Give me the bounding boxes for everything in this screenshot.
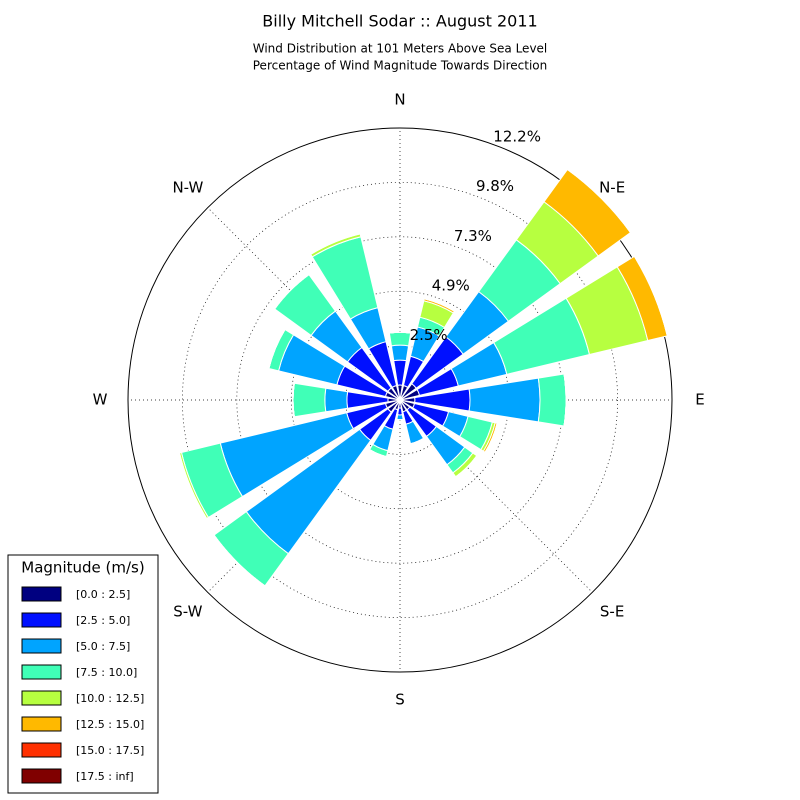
direction-label: N-E	[599, 178, 625, 196]
legend-swatch	[21, 612, 62, 628]
bar-segment	[178, 453, 207, 520]
grid-ring	[290, 290, 510, 510]
legend-label: [10.0 : 12.5]	[76, 692, 144, 705]
bar-segment	[324, 387, 349, 413]
radial-grid-line	[399, 399, 593, 593]
direction-label: S	[395, 691, 405, 709]
bar-segment	[396, 414, 404, 421]
bar-segment	[388, 331, 412, 347]
r-tick-label: 4.9%	[432, 276, 470, 294]
r-tick-label: 9.8%	[476, 177, 514, 195]
legend-label: [0.0 : 2.5]	[76, 588, 130, 601]
bar-segment	[274, 274, 310, 310]
bar-segment	[397, 407, 403, 416]
outer-ring	[127, 127, 673, 673]
r-tick-label: 2.5%	[410, 326, 448, 344]
direction-label: N-W	[172, 178, 203, 196]
r-tick-label: 12.2%	[493, 127, 541, 145]
legend-label: [15.0 : 17.5]	[76, 744, 144, 757]
bar-segment	[537, 373, 567, 427]
legend-title: Magnitude (m/s)	[21, 559, 144, 577]
legend-label: [2.5 : 5.0]	[76, 614, 130, 627]
bar-segment	[292, 383, 295, 417]
legend-label: [5.0 : 7.5]	[76, 640, 130, 653]
direction-label: S-E	[600, 603, 624, 621]
legend-label: [7.5 : 10.0]	[76, 666, 137, 679]
bar-segment	[633, 256, 668, 336]
grid-ring	[182, 182, 618, 618]
legend-swatch	[21, 690, 62, 706]
bar-segment	[292, 382, 327, 418]
legend-swatch	[21, 586, 62, 602]
chart-title: Billy Mitchell Sodar :: August 2011	[262, 12, 537, 31]
direction-label: S-W	[173, 603, 202, 621]
legend-label: [12.5 : 15.0]	[76, 718, 144, 731]
chart-subtitle: Percentage of Wind Magnitude Towards Dir…	[253, 59, 547, 73]
legend-swatch	[21, 716, 62, 732]
legend-swatch	[21, 638, 62, 654]
legend-swatch	[21, 742, 62, 758]
direction-label: W	[93, 391, 108, 409]
bar-segment	[390, 344, 410, 362]
legend-swatch	[21, 664, 62, 680]
direction-label: E	[695, 391, 704, 409]
r-tick-label: 7.3%	[454, 227, 492, 245]
legend-swatch	[21, 768, 62, 784]
chart-subtitle: Wind Distribution at 101 Meters Above Se…	[253, 42, 548, 56]
bar-segment	[369, 449, 387, 458]
direction-label: N	[394, 91, 405, 109]
legend-label: [17.5 : inf]	[76, 770, 134, 783]
bar-segment	[268, 329, 286, 369]
